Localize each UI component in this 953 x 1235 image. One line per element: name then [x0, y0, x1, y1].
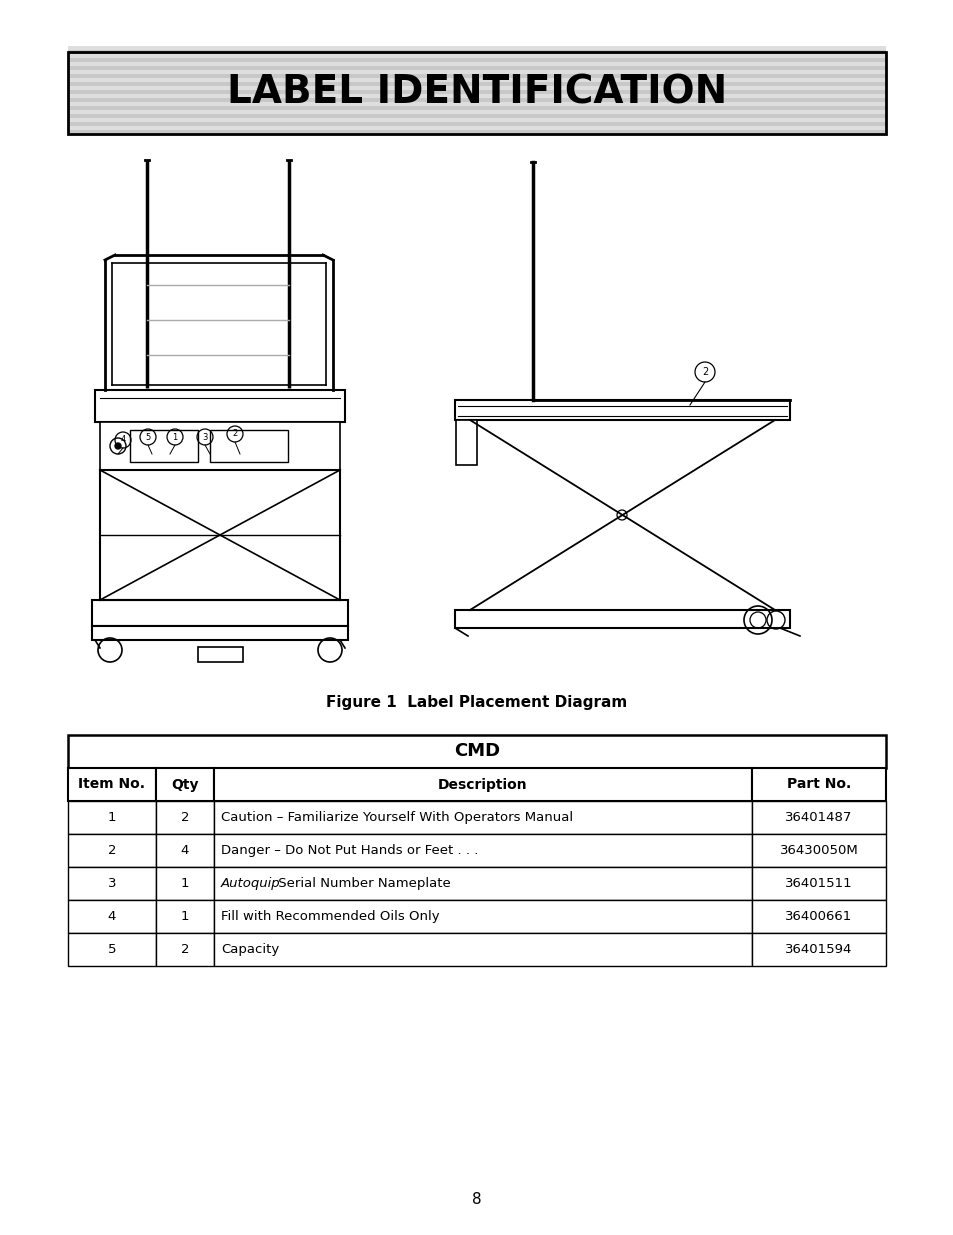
- Text: Part No.: Part No.: [786, 778, 850, 792]
- Bar: [68, 46, 885, 49]
- Bar: [68, 802, 156, 834]
- Text: 36430050M: 36430050M: [779, 844, 858, 857]
- Text: 2: 2: [108, 844, 116, 857]
- Bar: [68, 867, 156, 900]
- Bar: [100, 422, 339, 471]
- Text: Capacity: Capacity: [221, 944, 279, 956]
- Text: 2: 2: [233, 430, 237, 438]
- Text: 1: 1: [172, 432, 177, 441]
- Bar: [751, 932, 885, 966]
- Bar: [156, 867, 213, 900]
- Bar: [68, 65, 885, 70]
- Bar: [68, 735, 885, 768]
- Text: 4: 4: [108, 910, 116, 923]
- Bar: [456, 420, 476, 466]
- Bar: [68, 74, 885, 78]
- Bar: [68, 110, 885, 114]
- Bar: [68, 103, 885, 106]
- Bar: [68, 78, 885, 82]
- Text: Qty: Qty: [172, 778, 198, 792]
- Bar: [213, 802, 751, 834]
- Bar: [210, 430, 288, 462]
- Bar: [213, 900, 751, 932]
- Circle shape: [115, 443, 121, 450]
- Text: 2: 2: [180, 811, 189, 824]
- Text: 36401511: 36401511: [784, 877, 852, 890]
- Bar: [68, 54, 885, 58]
- Text: 36401487: 36401487: [784, 811, 852, 824]
- Text: 4: 4: [120, 436, 126, 445]
- Bar: [68, 834, 156, 867]
- Bar: [68, 49, 885, 54]
- Bar: [68, 58, 885, 62]
- Bar: [68, 52, 885, 135]
- Bar: [68, 62, 885, 65]
- Text: Autoquip: Autoquip: [221, 877, 280, 890]
- Bar: [455, 400, 789, 420]
- Text: Item No.: Item No.: [78, 778, 146, 792]
- Bar: [68, 90, 885, 94]
- Bar: [68, 130, 885, 135]
- Bar: [68, 900, 156, 932]
- Text: 2: 2: [701, 367, 707, 377]
- Text: Figure 1  Label Placement Diagram: Figure 1 Label Placement Diagram: [326, 695, 627, 710]
- Text: 2: 2: [180, 944, 189, 956]
- Text: Fill with Recommended Oils Only: Fill with Recommended Oils Only: [221, 910, 439, 923]
- Bar: [751, 834, 885, 867]
- Text: LABEL IDENTIFICATION: LABEL IDENTIFICATION: [227, 74, 726, 112]
- Bar: [68, 98, 885, 103]
- Bar: [213, 834, 751, 867]
- Text: 36400661: 36400661: [784, 910, 852, 923]
- Bar: [213, 867, 751, 900]
- Bar: [156, 900, 213, 932]
- Bar: [751, 900, 885, 932]
- Bar: [455, 610, 789, 629]
- Text: 1: 1: [180, 877, 189, 890]
- Bar: [68, 768, 156, 802]
- Bar: [751, 802, 885, 834]
- Text: Description: Description: [437, 778, 527, 792]
- Bar: [91, 626, 348, 640]
- Bar: [213, 932, 751, 966]
- Bar: [156, 802, 213, 834]
- Bar: [68, 82, 885, 86]
- Text: 3: 3: [202, 432, 208, 441]
- Text: 3: 3: [108, 877, 116, 890]
- Text: 1: 1: [180, 910, 189, 923]
- Text: CMD: CMD: [454, 742, 499, 761]
- Bar: [95, 390, 345, 422]
- Bar: [68, 114, 885, 119]
- Bar: [68, 119, 885, 122]
- Bar: [68, 932, 156, 966]
- Text: 8: 8: [472, 1193, 481, 1208]
- Bar: [68, 122, 885, 126]
- Bar: [156, 932, 213, 966]
- Text: 1: 1: [108, 811, 116, 824]
- Bar: [751, 867, 885, 900]
- Text: 36401594: 36401594: [784, 944, 852, 956]
- Bar: [156, 834, 213, 867]
- Bar: [751, 768, 885, 802]
- Text: Serial Number Nameplate: Serial Number Nameplate: [274, 877, 450, 890]
- Bar: [130, 430, 198, 462]
- Text: 5: 5: [108, 944, 116, 956]
- Bar: [91, 600, 348, 626]
- Text: Caution – Familiarize Yourself With Operators Manual: Caution – Familiarize Yourself With Oper…: [221, 811, 573, 824]
- Bar: [198, 647, 243, 662]
- Bar: [68, 86, 885, 90]
- Bar: [213, 768, 751, 802]
- Text: 5: 5: [145, 432, 151, 441]
- Bar: [68, 106, 885, 110]
- Text: 4: 4: [181, 844, 189, 857]
- Bar: [68, 70, 885, 74]
- Bar: [68, 94, 885, 98]
- Text: Danger – Do Not Put Hands or Feet . . .: Danger – Do Not Put Hands or Feet . . .: [221, 844, 477, 857]
- Bar: [156, 768, 213, 802]
- Bar: [68, 126, 885, 130]
